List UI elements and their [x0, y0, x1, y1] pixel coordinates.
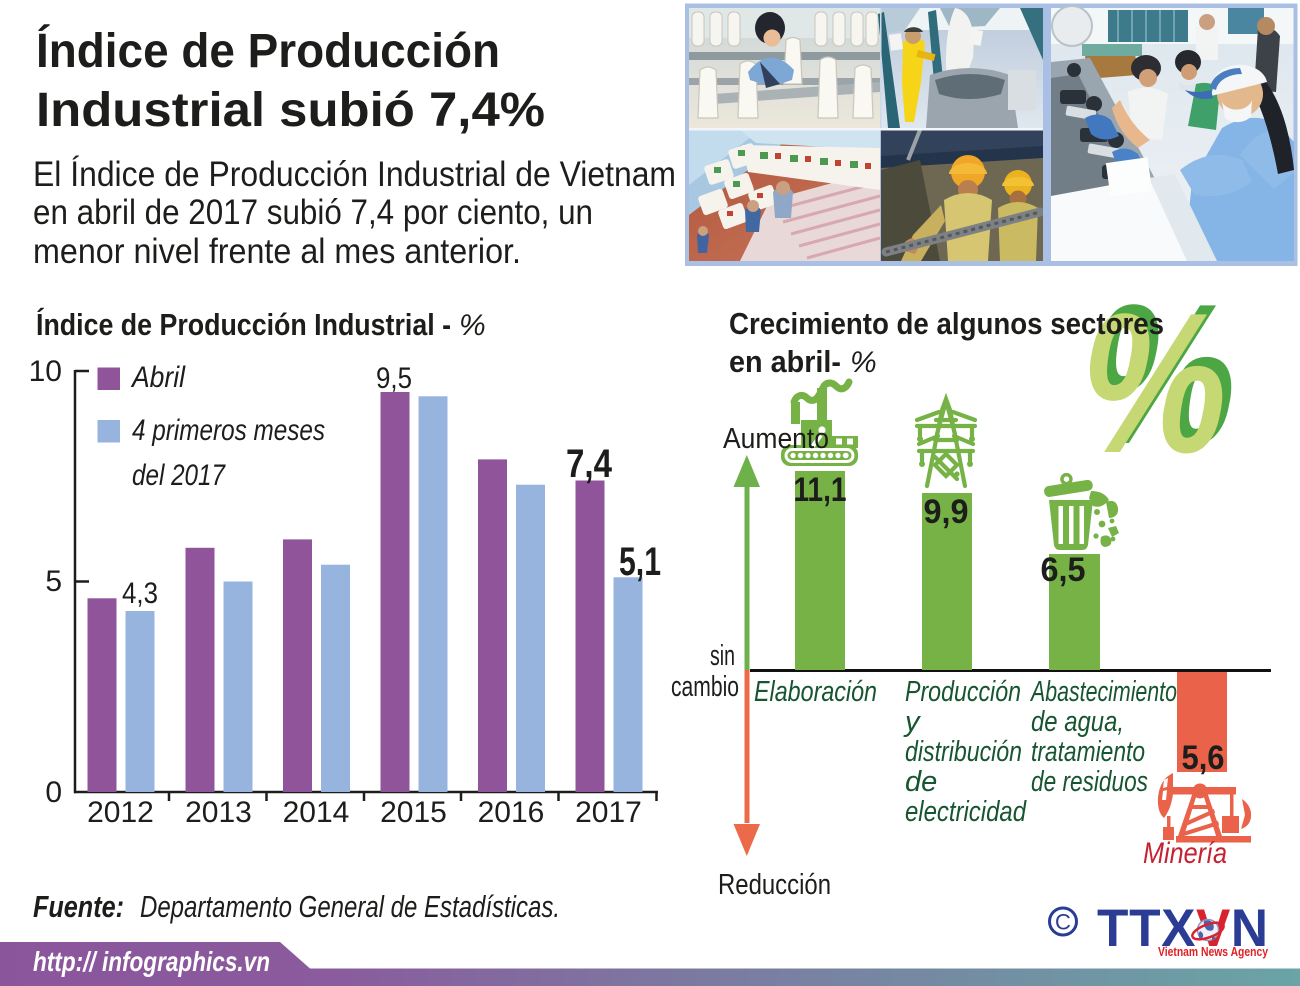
svg-text:Índice de Producción Industria: Índice de Producción Industrial - [36, 307, 451, 342]
svg-text:6,5: 6,5 [1041, 551, 1086, 589]
svg-text:de agua,: de agua, [1031, 706, 1124, 738]
svg-text:11,1: 11,1 [794, 471, 847, 509]
svg-text:2017: 2017 [575, 796, 642, 829]
svg-text:sin: sin [710, 640, 735, 672]
svg-text:Producción: Producción [905, 676, 1021, 708]
svg-text:El Índice de Producción Indust: El Índice de Producción Industrial de Vi… [33, 155, 676, 194]
svg-text:4,3: 4,3 [122, 577, 158, 610]
svg-text:5,6: 5,6 [1182, 739, 1225, 777]
svg-text:y: y [903, 706, 921, 738]
svg-text:Minería: Minería [1143, 837, 1227, 870]
svg-text:7,4: 7,4 [566, 442, 613, 486]
svg-text:Aumento: Aumento [723, 423, 829, 455]
svg-text:C: C [1055, 910, 1071, 935]
svg-text:distribución: distribución [905, 736, 1022, 768]
svg-text:%: % [459, 309, 486, 342]
svg-text:2013: 2013 [185, 796, 252, 829]
svg-text:T: T [1129, 899, 1161, 958]
svg-text:0: 0 [45, 776, 62, 809]
svg-text:electricidad: electricidad [905, 796, 1027, 828]
svg-text:cambio: cambio [671, 671, 739, 703]
svg-text:N: N [1231, 899, 1268, 958]
svg-text:Crecimiento de algunos sectore: Crecimiento de algunos sectores [729, 306, 1164, 341]
svg-text:2016: 2016 [478, 796, 545, 829]
svg-text:X: X [1161, 899, 1195, 958]
svg-text:%: % [850, 346, 877, 379]
svg-text:5: 5 [45, 565, 62, 598]
svg-text:Fuente:: Fuente: [33, 889, 124, 924]
svg-text:del 2017: del 2017 [132, 459, 226, 492]
svg-text:Industrial subió 7,4%: Industrial subió 7,4% [36, 84, 545, 137]
svg-text:%: % [1081, 270, 1227, 494]
svg-text:2015: 2015 [380, 796, 447, 829]
svg-text:Reducción: Reducción [718, 869, 831, 901]
svg-text:de: de [905, 766, 937, 798]
svg-text:Elaboración: Elaboración [754, 676, 877, 708]
svg-text:2014: 2014 [283, 796, 350, 829]
svg-text:Abril: Abril [130, 361, 186, 394]
svg-text:9,5: 9,5 [376, 362, 412, 395]
svg-text:Abastecimiento: Abastecimiento [1030, 676, 1177, 708]
svg-text:2012: 2012 [87, 796, 154, 829]
svg-text:tratamiento: tratamiento [1031, 736, 1145, 768]
svg-text:http:// infographics.vn: http:// infographics.vn [33, 946, 270, 977]
svg-text:menor nivel frente al mes ante: menor nivel frente al mes anterior. [33, 232, 521, 271]
svg-text:Departamento General de Estadí: Departamento General de Estadísticas. [140, 889, 560, 924]
svg-text:9,9: 9,9 [924, 493, 969, 531]
svg-text:T: T [1097, 899, 1129, 958]
svg-text:en abril-: en abril- [729, 344, 841, 379]
svg-text:en abril de 2017 subió 7,4 por: en abril de 2017 subió 7,4 por ciento, u… [33, 193, 593, 232]
svg-text:%: % [1090, 261, 1236, 485]
svg-text:de residuos: de residuos [1031, 766, 1148, 798]
svg-text:Índice de Producción: Índice de Producción [36, 24, 500, 78]
svg-text:10: 10 [29, 355, 62, 388]
svg-text:4 primeros meses: 4 primeros meses [132, 414, 325, 447]
svg-text:5,1: 5,1 [619, 540, 661, 584]
svg-text:Vietnam News Agency: Vietnam News Agency [1158, 944, 1269, 959]
